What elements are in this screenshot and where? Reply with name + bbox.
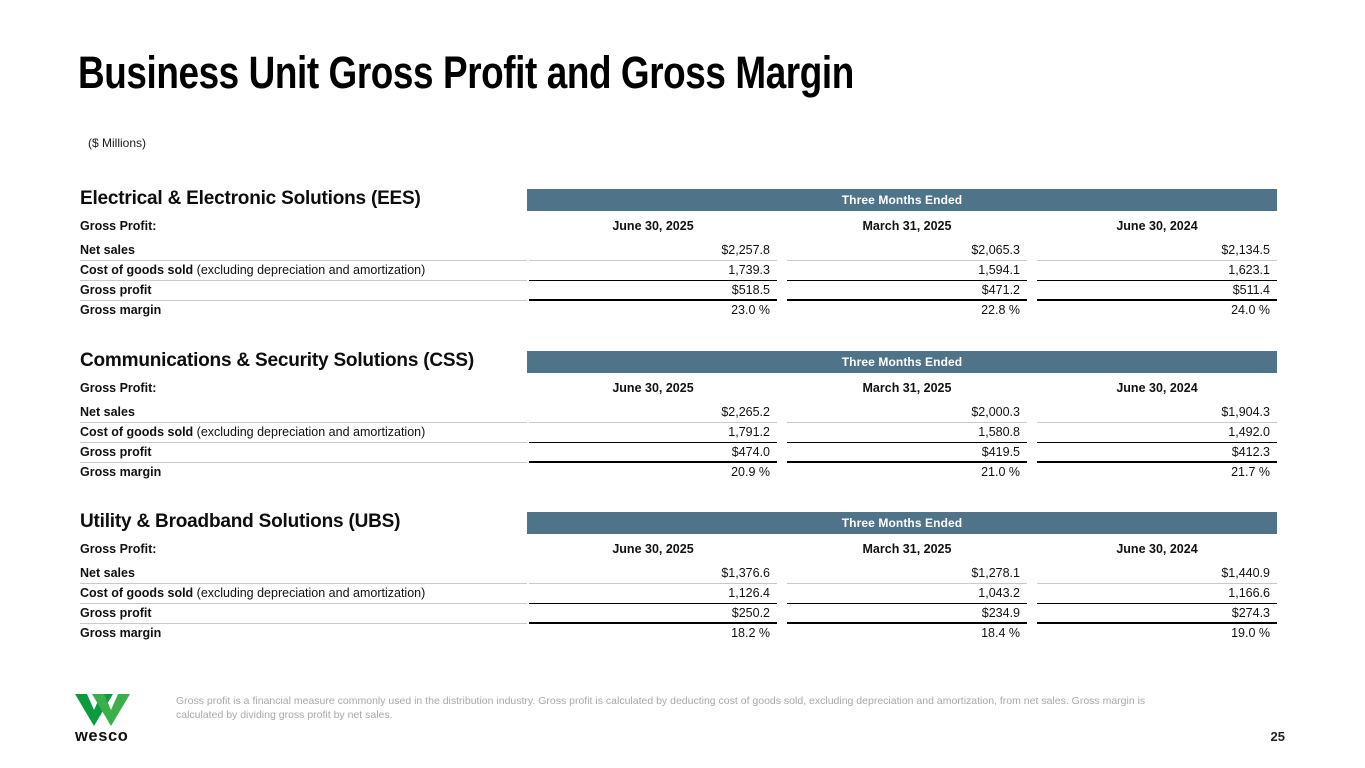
row-group-label: Gross Profit: — [80, 542, 157, 556]
cell-value: 1,043.2 — [787, 584, 1027, 604]
row-label: Gross margin — [80, 303, 162, 317]
business-unit-section-css: Communications & Security Solutions (CSS… — [80, 349, 1277, 483]
cell-value: 1,492.0 — [1037, 423, 1277, 443]
table-row-gross-profit: Gross profit $474.0 $419.5 $412.3 — [80, 443, 1277, 463]
wesco-w-icon — [75, 694, 130, 726]
table-row-gross-margin: Gross margin 23.0 % 22.8 % 24.0 % — [80, 301, 1277, 321]
section-heading: Electrical & Electronic Solutions (EES) — [80, 188, 421, 209]
period-header-bar: Three Months Ended — [527, 351, 1277, 373]
table-row-gross-profit: Gross profit $518.5 $471.2 $511.4 — [80, 281, 1277, 301]
column-header: June 30, 2024 — [1116, 219, 1198, 233]
section-heading: Communications & Security Solutions (CSS… — [80, 350, 475, 371]
column-header: June 30, 2025 — [612, 381, 694, 395]
row-label: Gross profit — [80, 443, 527, 463]
cell-value: $471.2 — [787, 281, 1027, 301]
cell-value: $511.4 — [1037, 281, 1277, 301]
table-row-cogs: Cost of goods sold (excluding depreciati… — [80, 423, 1277, 443]
row-label: Net sales — [80, 241, 527, 261]
cell-value: $2,000.3 — [787, 403, 1027, 423]
page-title: Business Unit Gross Profit and Gross Mar… — [78, 47, 854, 98]
wesco-logo: wesco — [75, 693, 135, 744]
row-group-label: Gross Profit: — [80, 219, 157, 233]
row-label: Cost of goods sold (excluding depreciati… — [80, 261, 527, 281]
period-header-label: Three Months Ended — [841, 193, 963, 207]
table-row-cogs: Cost of goods sold (excluding depreciati… — [80, 584, 1277, 604]
cell-value: $2,065.3 — [787, 241, 1027, 261]
column-header: March 31, 2025 — [862, 542, 952, 556]
cell-value: 18.4 % — [981, 626, 1020, 640]
units-label: ($ Millions) — [88, 136, 147, 150]
column-header: March 31, 2025 — [862, 381, 952, 395]
row-label: Gross margin — [80, 626, 162, 640]
cell-value: $1,904.3 — [1037, 403, 1277, 423]
period-header-label: Three Months Ended — [841, 516, 963, 530]
period-header-bar: Three Months Ended — [527, 189, 1277, 211]
table-row-gross-profit: Gross profit $250.2 $234.9 $274.3 — [80, 604, 1277, 624]
table-row-net-sales: Net sales $1,376.6 $1,278.1 $1,440.9 — [80, 564, 1277, 584]
cell-value: 21.0 % — [981, 465, 1020, 479]
cell-value: 1,166.6 — [1037, 584, 1277, 604]
row-label: Cost of goods sold (excluding depreciati… — [80, 584, 527, 604]
period-header-bar: Three Months Ended — [527, 512, 1277, 534]
cell-value: 24.0 % — [1231, 303, 1270, 317]
cell-value: 20.9 % — [731, 465, 770, 479]
period-header-label: Three Months Ended — [841, 355, 963, 369]
cell-value: 1,739.3 — [529, 261, 777, 281]
cell-value: $274.3 — [1037, 604, 1277, 624]
cell-value: $412.3 — [1037, 443, 1277, 463]
cell-value: 23.0 % — [731, 303, 770, 317]
cell-value: $419.5 — [787, 443, 1027, 463]
cell-value: 22.8 % — [981, 303, 1020, 317]
cell-value: 18.2 % — [731, 626, 770, 640]
row-label: Gross profit — [80, 281, 527, 301]
column-header: June 30, 2025 — [612, 219, 694, 233]
row-group-label: Gross Profit: — [80, 381, 157, 395]
column-header: June 30, 2025 — [612, 542, 694, 556]
cell-value: $250.2 — [529, 604, 777, 624]
table-row-gross-margin: Gross margin 20.9 % 21.0 % 21.7 % — [80, 463, 1277, 483]
cell-value: $1,278.1 — [787, 564, 1027, 584]
cell-value: 1,594.1 — [787, 261, 1027, 281]
row-label: Gross margin — [80, 465, 162, 479]
cell-value: $2,134.5 — [1037, 241, 1277, 261]
business-unit-section-ees: Electrical & Electronic Solutions (EES) … — [80, 187, 1277, 321]
row-label: Gross profit — [80, 604, 527, 624]
column-header: June 30, 2024 — [1116, 542, 1198, 556]
section-heading: Utility & Broadband Solutions (UBS) — [80, 511, 401, 532]
cell-value: 1,623.1 — [1037, 261, 1277, 281]
column-header: June 30, 2024 — [1116, 381, 1198, 395]
cell-value: $234.9 — [787, 604, 1027, 624]
cell-value: 1,580.8 — [787, 423, 1027, 443]
cell-value: $518.5 — [529, 281, 777, 301]
cell-value: $2,257.8 — [529, 241, 777, 261]
cell-value: $1,440.9 — [1037, 564, 1277, 584]
cell-value: $474.0 — [529, 443, 777, 463]
row-label: Net sales — [80, 564, 527, 584]
table-row-cogs: Cost of goods sold (excluding depreciati… — [80, 261, 1277, 281]
table-row-net-sales: Net sales $2,265.2 $2,000.3 $1,904.3 — [80, 403, 1277, 423]
cell-value: 1,791.2 — [529, 423, 777, 443]
row-label: Net sales — [80, 403, 527, 423]
cell-value: 21.7 % — [1231, 465, 1270, 479]
table-row-net-sales: Net sales $2,257.8 $2,065.3 $2,134.5 — [80, 241, 1277, 261]
cell-value: $1,376.6 — [529, 564, 777, 584]
business-unit-section-ubs: Utility & Broadband Solutions (UBS) Thre… — [80, 510, 1277, 644]
footnote: Gross profit is a financial measure comm… — [176, 695, 1146, 721]
row-label: Cost of goods sold (excluding depreciati… — [80, 423, 527, 443]
wesco-wordmark: wesco — [75, 727, 129, 745]
column-header: March 31, 2025 — [862, 219, 952, 233]
cell-value: $2,265.2 — [529, 403, 777, 423]
cell-value: 19.0 % — [1231, 626, 1270, 640]
page-number: 25 — [1270, 729, 1285, 744]
table-row-gross-margin: Gross margin 18.2 % 18.4 % 19.0 % — [80, 624, 1277, 644]
cell-value: 1,126.4 — [529, 584, 777, 604]
